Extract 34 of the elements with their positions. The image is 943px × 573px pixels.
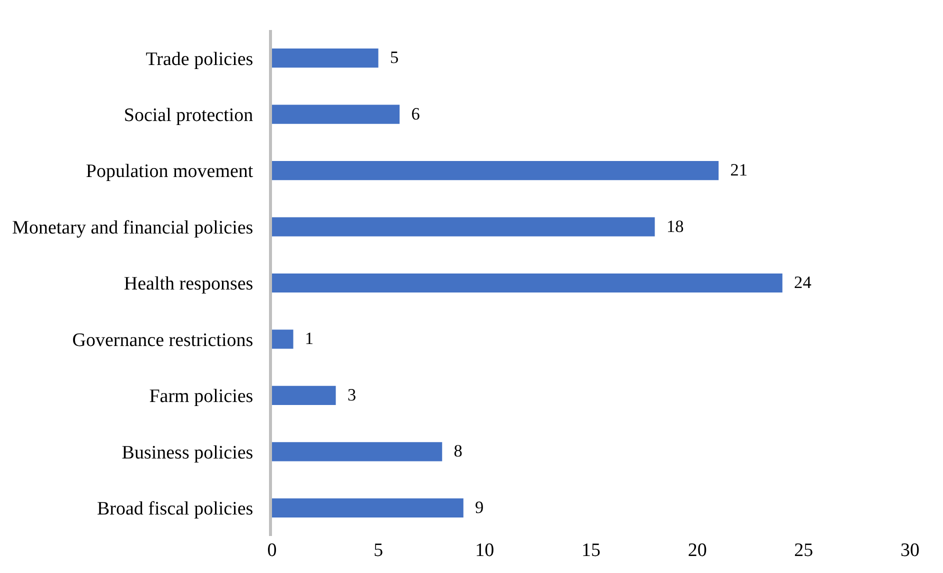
y-tick-label: Health responses <box>124 274 254 295</box>
y-tick-label: Business policies <box>122 442 254 464</box>
y-tick-label: Population movement <box>86 161 254 182</box>
y-tick-label: Social protection <box>124 104 254 126</box>
bar <box>272 442 442 462</box>
x-tick-label: 5 <box>374 540 384 561</box>
y-tick-label: Farm policies <box>149 386 254 408</box>
data-label: 8 <box>445 442 462 461</box>
bar <box>272 48 378 68</box>
bar <box>272 330 294 349</box>
y-tick-label: Broad fiscal policies <box>97 498 254 520</box>
data-label: 24 <box>785 273 812 292</box>
data-label: 18 <box>658 216 684 236</box>
bar <box>272 104 400 124</box>
x-tick-label: 20 <box>688 540 707 561</box>
data-label: 9 <box>466 498 484 517</box>
bar <box>272 161 719 180</box>
x-tick-label: 0 <box>267 540 277 561</box>
x-tick-label: 15 <box>582 540 600 561</box>
y-tick-label: Governance restrictions <box>72 330 254 351</box>
x-tick-label: 10 <box>475 540 494 561</box>
y-tick-label: Trade policies <box>146 48 254 70</box>
data-label: 21 <box>722 160 748 180</box>
data-label: 5 <box>381 48 399 68</box>
y-tick-label: Monetary and financial policies <box>12 217 254 238</box>
bar <box>272 386 336 405</box>
data-label: 6 <box>402 104 420 124</box>
data-label: 3 <box>338 385 356 404</box>
bar <box>272 273 782 293</box>
data-label: 1 <box>296 329 314 348</box>
bar <box>272 498 464 518</box>
x-tick-label: 25 <box>794 540 814 561</box>
x-tick-label: 30 <box>900 540 920 561</box>
bar <box>272 217 655 236</box>
